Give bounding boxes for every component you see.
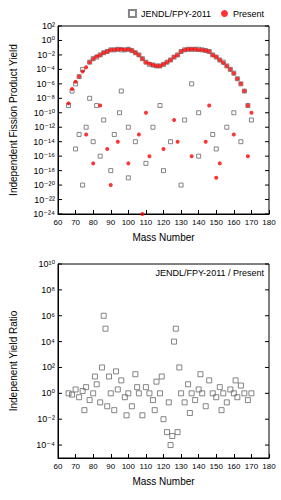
svg-text:160: 160 — [227, 462, 241, 471]
svg-text:110: 110 — [140, 462, 153, 471]
svg-text:Present: Present — [233, 9, 265, 19]
svg-text:170: 170 — [245, 218, 259, 227]
svg-text:10¹⁰: 10¹⁰ — [38, 259, 55, 269]
svg-text:10⁻²⁰: 10⁻²⁰ — [34, 180, 56, 190]
svg-text:110: 110 — [140, 218, 153, 227]
svg-text:160: 160 — [227, 218, 241, 227]
svg-text:120: 120 — [157, 462, 171, 471]
svg-text:Independent Fission Product Yi: Independent Fission Product Yield — [8, 44, 19, 196]
svg-text:90: 90 — [106, 462, 115, 471]
svg-text:100: 100 — [122, 462, 136, 471]
svg-text:Mass Number: Mass Number — [132, 232, 195, 243]
svg-text:70: 70 — [71, 462, 80, 471]
svg-text:10⁻²: 10⁻² — [37, 50, 55, 60]
svg-text:10⁰: 10⁰ — [41, 35, 55, 45]
svg-text:10⁻¹⁸: 10⁻¹⁸ — [33, 166, 55, 176]
svg-text:130: 130 — [174, 218, 188, 227]
svg-text:10⁻⁶: 10⁻⁶ — [37, 79, 56, 89]
svg-text:10⁻⁸: 10⁻⁸ — [36, 93, 55, 103]
svg-text:150: 150 — [210, 218, 224, 227]
svg-text:180: 180 — [262, 218, 276, 227]
svg-text:Mass Number: Mass Number — [132, 476, 195, 487]
svg-text:80: 80 — [89, 218, 98, 227]
svg-text:10⁻²⁴: 10⁻²⁴ — [33, 209, 55, 219]
svg-text:JENDL/FPY-2011 / Present: JENDL/FPY-2011 / Present — [155, 268, 264, 278]
svg-text:140: 140 — [192, 462, 206, 471]
svg-text:60: 60 — [54, 218, 63, 227]
svg-text:10⁻¹²: 10⁻¹² — [34, 122, 55, 132]
svg-text:70: 70 — [71, 218, 80, 227]
svg-text:10⁶: 10⁶ — [41, 311, 55, 321]
svg-text:60: 60 — [54, 462, 63, 471]
svg-text:130: 130 — [174, 462, 188, 471]
svg-text:90: 90 — [106, 218, 115, 227]
svg-text:10⁻¹⁴: 10⁻¹⁴ — [33, 137, 55, 147]
svg-text:10⁴: 10⁴ — [41, 337, 55, 347]
svg-text:10⁻²: 10⁻² — [37, 414, 55, 424]
svg-text:10⁸: 10⁸ — [41, 285, 55, 295]
svg-text:100: 100 — [122, 218, 136, 227]
svg-text:10⁻⁴: 10⁻⁴ — [36, 440, 55, 450]
svg-text:Indepenent Yield Ratio: Indepenent Yield Ratio — [8, 310, 19, 411]
svg-text:10⁻¹⁰: 10⁻¹⁰ — [34, 108, 56, 118]
svg-text:10²: 10² — [42, 362, 55, 372]
svg-text:10⁰: 10⁰ — [41, 388, 55, 398]
svg-text:10⁻²²: 10⁻²² — [34, 195, 55, 205]
svg-text:150: 150 — [210, 462, 224, 471]
svg-text:170: 170 — [245, 462, 259, 471]
svg-text:10⁻⁴: 10⁻⁴ — [36, 64, 55, 74]
svg-text:80: 80 — [89, 462, 98, 471]
svg-text:120: 120 — [157, 218, 171, 227]
svg-text:10²: 10² — [42, 21, 55, 31]
svg-text:JENDL/FPY-2011: JENDL/FPY-2011 — [141, 9, 211, 19]
svg-text:180: 180 — [262, 462, 276, 471]
svg-text:140: 140 — [192, 218, 206, 227]
svg-text:10⁻¹⁶: 10⁻¹⁶ — [34, 151, 56, 161]
